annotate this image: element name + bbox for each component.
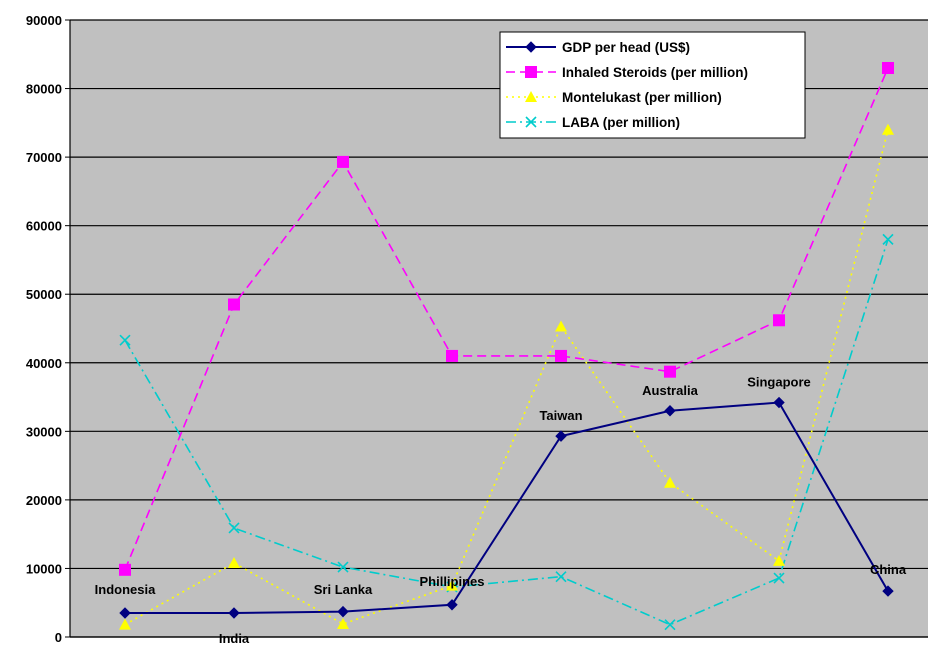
y-tick-label: 10000 [26,561,62,576]
series-cross [119,233,894,631]
series-triangle-point [337,617,349,629]
y-tick-label: 30000 [26,424,62,439]
series-triangle-point [773,554,785,566]
series-triangle-point [228,556,240,568]
category-label: Phillipines [419,574,484,589]
category-label: India [219,631,250,646]
category-label: China [870,562,907,577]
y-tick-label: 0 [55,630,62,645]
series-square-point [446,349,458,362]
series-cross-point-stroke [555,571,567,583]
axes [69,20,928,638]
legend-marker [525,66,537,78]
category-label: Indonesia [95,582,156,597]
series-triangle-point [882,123,894,135]
series-diamond-point [337,605,349,618]
series-diamond-point [664,405,676,417]
series-cross-point-stroke [664,619,676,631]
y-tick-label: 50000 [26,287,62,302]
category-labels: Indonesia India Sri Lanka Phillipines Taiwan… [95,375,907,646]
series-diamond [119,396,894,619]
series-diamond-point [555,430,567,442]
series-cross-point [119,334,131,346]
series-cross-point-stroke [882,233,894,245]
legend-label: Montelukast (per million) [562,90,722,105]
y-tick-label: 80000 [26,82,62,97]
legend-marker-stroke [525,116,537,128]
category-label: Australia [642,383,698,398]
series-cross-point-stroke [228,522,240,534]
series-triangle-point [555,320,567,332]
category-label: Sri Lanka [314,582,373,597]
series-triangle-point [446,579,458,591]
series-cross-point [664,619,676,631]
series-cross-point-stroke [773,572,785,584]
category-label: Taiwan [539,408,582,423]
series-square-point [773,314,785,327]
category-label: Singapore [747,375,811,390]
series-diamond-point [119,607,131,619]
y-tick-label: 70000 [26,150,62,165]
series-square-point [337,155,349,168]
series-triangle-point [664,476,676,488]
series-square-point [228,298,240,311]
legend-marker [525,116,537,128]
legend-label: LABA (per million) [562,115,680,130]
series-cross-point [882,233,894,245]
y-tick-label: 20000 [26,493,62,508]
series-square-point [119,563,131,576]
y-tick-label: 90000 [26,13,62,28]
y-tick-label: 60000 [26,219,62,234]
legend-marker [525,91,537,102]
series-triangle [119,123,894,630]
legend-label: GDP per head (US$) [562,40,690,55]
series-diamond-point [228,607,240,619]
series-cross-point [555,571,567,583]
series-cross-point-stroke [119,334,131,346]
y-tick-label: 40000 [26,356,62,371]
series-cross-point [773,572,785,584]
legend-label: Inhaled Steroids (per million) [562,65,748,80]
series-group [119,61,894,631]
series-triangle-line [124,129,889,626]
legend: GDP per head (US$) Inhaled Steroids (per … [499,31,806,139]
series-cross-point-stroke [337,561,349,573]
series-diamond-point [882,585,894,597]
series-square-line [124,67,889,571]
series-diamond-point [446,599,458,611]
series-square-point [664,365,676,378]
gridlines [65,19,928,638]
series-square [119,61,894,576]
series-cross-point [228,522,240,534]
legend-box [499,31,806,139]
series-cross-point [337,561,349,573]
series-square-point [882,61,894,74]
series-triangle-point [119,618,131,630]
series-square-point [555,349,567,362]
legend-marker [525,41,537,53]
y-tick-labels: 0 10000 20000 30000 40000 50000 60000 70000 8000… [26,13,62,645]
series-diamond-line [125,401,889,615]
series-diamond-point [773,396,785,409]
